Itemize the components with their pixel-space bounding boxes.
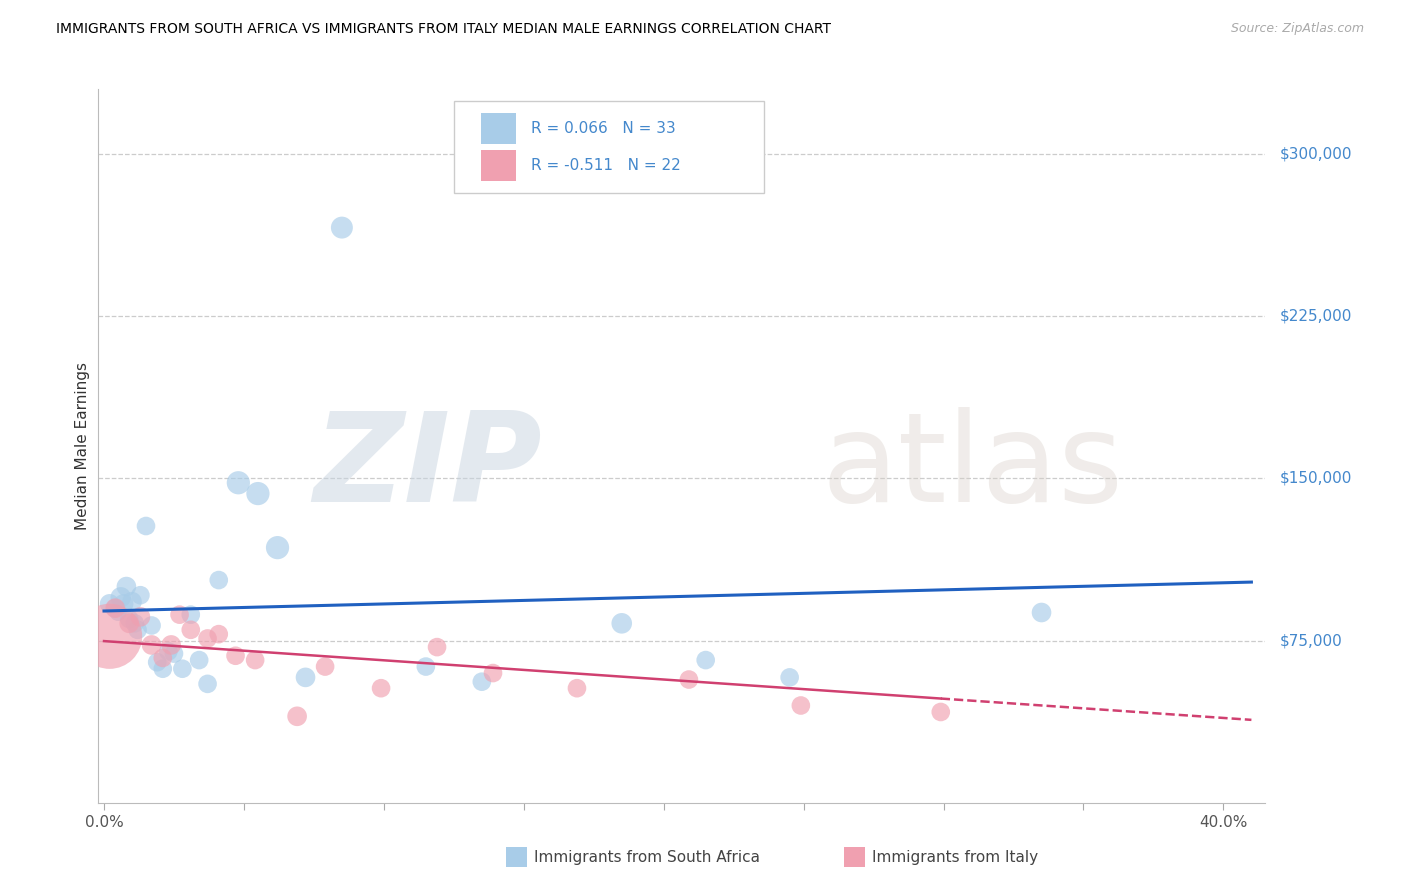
Point [98, 597, 121, 611]
Text: Immigrants from Italy: Immigrants from Italy [872, 850, 1038, 864]
Point [169, 607, 191, 622]
Text: ZIP: ZIP [314, 407, 541, 528]
FancyBboxPatch shape [454, 102, 763, 193]
Point [98, 629, 121, 643]
FancyBboxPatch shape [481, 150, 516, 181]
Point [180, 623, 202, 637]
Text: IMMIGRANTS FROM SOUTH AFRICA VS IMMIGRANTS FROM ITALY MEDIAN MALE EARNINGS CORRE: IMMIGRANTS FROM SOUTH AFRICA VS IMMIGRAN… [56, 22, 831, 37]
Point [294, 670, 316, 684]
Point [172, 662, 194, 676]
Point [565, 681, 588, 696]
Point [330, 220, 353, 235]
Point [118, 616, 141, 631]
Point [129, 610, 152, 624]
Point [225, 648, 247, 663]
Point [197, 677, 219, 691]
Text: R = -0.511   N = 22: R = -0.511 N = 22 [531, 158, 681, 173]
Point [157, 644, 180, 658]
Point [471, 674, 494, 689]
Point [152, 662, 174, 676]
Point [208, 573, 231, 587]
Point [243, 653, 266, 667]
Point [610, 616, 633, 631]
Point [107, 606, 129, 620]
Point [141, 638, 163, 652]
Point [118, 612, 141, 626]
Point [426, 640, 449, 654]
Point [929, 705, 952, 719]
Point [110, 591, 132, 605]
Point [415, 659, 437, 673]
Point [152, 651, 174, 665]
Point [104, 601, 127, 615]
Point [141, 618, 163, 632]
Point [188, 653, 211, 667]
Point [370, 681, 392, 696]
Text: R = 0.066   N = 33: R = 0.066 N = 33 [531, 121, 676, 136]
Point [314, 659, 336, 673]
Point [790, 698, 813, 713]
Point [197, 632, 219, 646]
FancyBboxPatch shape [481, 112, 516, 145]
Point [285, 709, 308, 723]
Point [146, 655, 169, 669]
Point [104, 601, 127, 615]
Text: $225,000: $225,000 [1279, 309, 1351, 324]
Text: $300,000: $300,000 [1279, 146, 1351, 161]
Point [246, 486, 269, 500]
Point [163, 647, 186, 661]
Text: atlas: atlas [823, 407, 1123, 528]
Point [115, 580, 138, 594]
Point [482, 666, 505, 681]
Point [127, 623, 149, 637]
Point [160, 638, 183, 652]
Text: Immigrants from South Africa: Immigrants from South Africa [534, 850, 761, 864]
Point [124, 616, 146, 631]
Point [112, 597, 135, 611]
Point [208, 627, 231, 641]
Point [266, 541, 288, 555]
Y-axis label: Median Male Earnings: Median Male Earnings [75, 362, 90, 530]
Point [228, 475, 250, 490]
Point [180, 607, 202, 622]
Text: $150,000: $150,000 [1279, 471, 1351, 486]
Text: $75,000: $75,000 [1279, 633, 1343, 648]
Point [779, 670, 801, 684]
Point [135, 519, 157, 533]
Point [695, 653, 717, 667]
Point [129, 588, 152, 602]
Point [121, 595, 143, 609]
Point [1031, 606, 1053, 620]
Point [678, 673, 700, 687]
Text: Source: ZipAtlas.com: Source: ZipAtlas.com [1230, 22, 1364, 36]
